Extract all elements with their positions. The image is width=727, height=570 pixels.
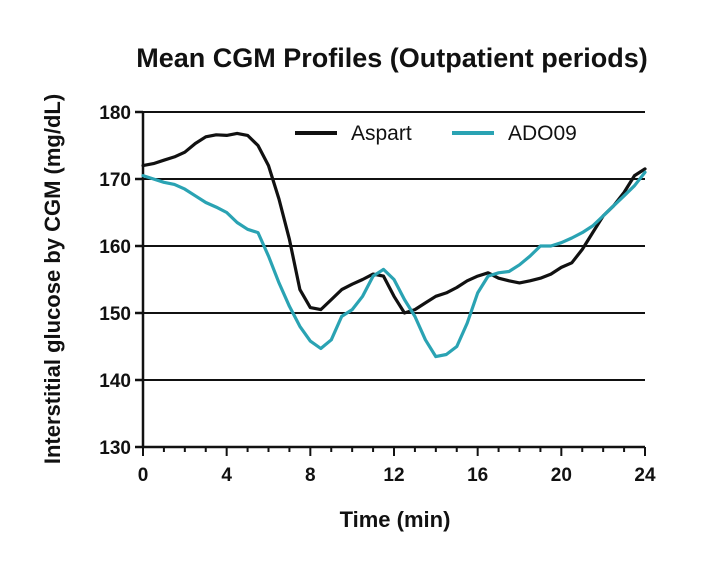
x-tick-label: 12 xyxy=(383,465,404,486)
y-tick-label: 170 xyxy=(99,170,131,191)
y-axis-label: Interstitial glucose by CGM (mg/dL) xyxy=(40,94,65,464)
axes: 130 140 150 160 170 180 0 4 8 12 16 20 24 xyxy=(99,103,656,486)
y-tick-label: 140 xyxy=(99,371,131,392)
series-line-ado09 xyxy=(141,170,647,359)
gridlines xyxy=(143,111,645,381)
legend: Aspart ADO09 xyxy=(295,122,577,145)
x-tick-label: 24 xyxy=(634,465,656,486)
legend-label-ado09: ADO09 xyxy=(508,122,577,145)
x-tick-label: 0 xyxy=(138,465,149,486)
y-tick-label: 160 xyxy=(99,237,131,258)
chart-title: Mean CGM Profiles (Outpatient periods) xyxy=(136,43,648,73)
x-tick-label: 16 xyxy=(467,465,488,486)
y-tick-label: 180 xyxy=(99,103,131,124)
x-axis-label: Time (min) xyxy=(340,507,451,532)
x-tick-label: 4 xyxy=(221,465,232,486)
series-group xyxy=(141,131,647,359)
legend-label-aspart: Aspart xyxy=(351,122,412,145)
series-line-aspart xyxy=(141,131,647,315)
x-tick-label: 20 xyxy=(551,465,572,486)
y-tick-label: 130 xyxy=(99,438,131,459)
x-tick-label: 8 xyxy=(305,465,316,486)
y-tick-label: 150 xyxy=(99,304,131,325)
